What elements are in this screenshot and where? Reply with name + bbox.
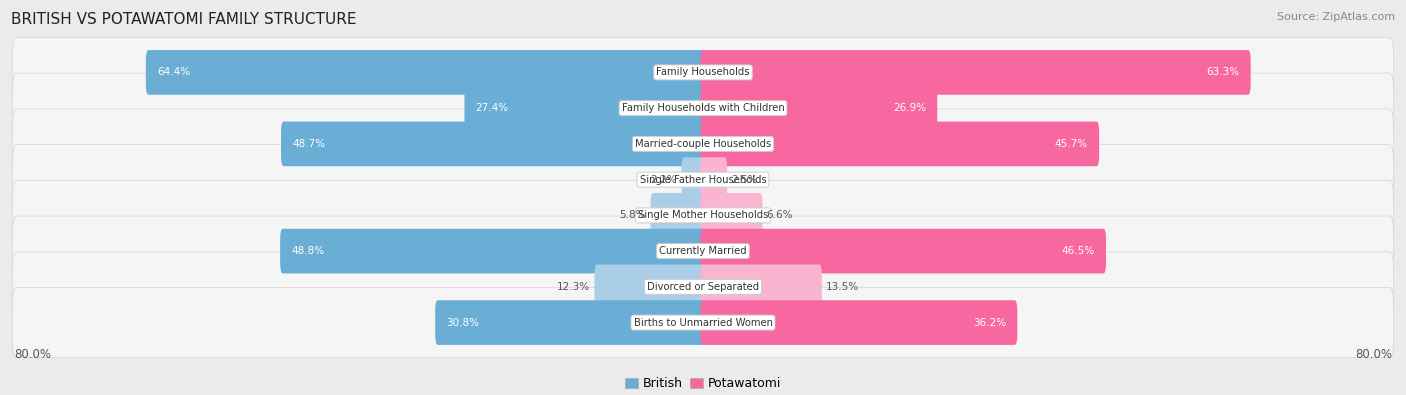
Text: 2.2%: 2.2% (651, 175, 678, 184)
FancyBboxPatch shape (436, 300, 706, 345)
FancyBboxPatch shape (281, 122, 706, 166)
Text: Family Households with Children: Family Households with Children (621, 103, 785, 113)
Legend: British, Potawatomi: British, Potawatomi (620, 372, 786, 395)
Text: 63.3%: 63.3% (1206, 68, 1240, 77)
FancyBboxPatch shape (13, 109, 1393, 179)
FancyBboxPatch shape (700, 50, 1251, 95)
Text: Source: ZipAtlas.com: Source: ZipAtlas.com (1277, 12, 1395, 22)
FancyBboxPatch shape (13, 216, 1393, 286)
FancyBboxPatch shape (464, 86, 706, 130)
Text: 5.8%: 5.8% (620, 211, 647, 220)
Text: 45.7%: 45.7% (1054, 139, 1088, 149)
FancyBboxPatch shape (13, 181, 1393, 250)
Text: 2.5%: 2.5% (731, 175, 758, 184)
Text: 80.0%: 80.0% (14, 348, 51, 361)
FancyBboxPatch shape (146, 50, 706, 95)
Text: 26.9%: 26.9% (893, 103, 927, 113)
FancyBboxPatch shape (700, 229, 1107, 273)
FancyBboxPatch shape (13, 38, 1393, 107)
Text: Divorced or Separated: Divorced or Separated (647, 282, 759, 292)
Text: Currently Married: Currently Married (659, 246, 747, 256)
Text: Births to Unmarried Women: Births to Unmarried Women (634, 318, 772, 327)
FancyBboxPatch shape (280, 229, 706, 273)
Text: 6.6%: 6.6% (766, 211, 793, 220)
Text: 48.8%: 48.8% (291, 246, 325, 256)
Text: Family Households: Family Households (657, 68, 749, 77)
Text: Single Father Households: Single Father Households (640, 175, 766, 184)
FancyBboxPatch shape (700, 300, 1018, 345)
Text: 80.0%: 80.0% (1355, 348, 1392, 361)
FancyBboxPatch shape (700, 193, 762, 238)
FancyBboxPatch shape (595, 265, 706, 309)
FancyBboxPatch shape (13, 145, 1393, 214)
Text: Single Mother Households: Single Mother Households (638, 211, 768, 220)
Text: 36.2%: 36.2% (973, 318, 1007, 327)
FancyBboxPatch shape (700, 157, 727, 202)
FancyBboxPatch shape (700, 265, 823, 309)
Text: 30.8%: 30.8% (446, 318, 479, 327)
Text: 13.5%: 13.5% (827, 282, 859, 292)
FancyBboxPatch shape (700, 86, 938, 130)
FancyBboxPatch shape (13, 252, 1393, 322)
Text: 64.4%: 64.4% (157, 68, 190, 77)
FancyBboxPatch shape (13, 288, 1393, 357)
FancyBboxPatch shape (651, 193, 706, 238)
Text: BRITISH VS POTAWATOMI FAMILY STRUCTURE: BRITISH VS POTAWATOMI FAMILY STRUCTURE (11, 12, 357, 27)
FancyBboxPatch shape (700, 122, 1099, 166)
FancyBboxPatch shape (682, 157, 706, 202)
Text: 46.5%: 46.5% (1062, 246, 1095, 256)
FancyBboxPatch shape (13, 73, 1393, 143)
Text: 12.3%: 12.3% (557, 282, 591, 292)
Text: 27.4%: 27.4% (475, 103, 509, 113)
Text: 48.7%: 48.7% (292, 139, 325, 149)
Text: Married-couple Households: Married-couple Households (636, 139, 770, 149)
